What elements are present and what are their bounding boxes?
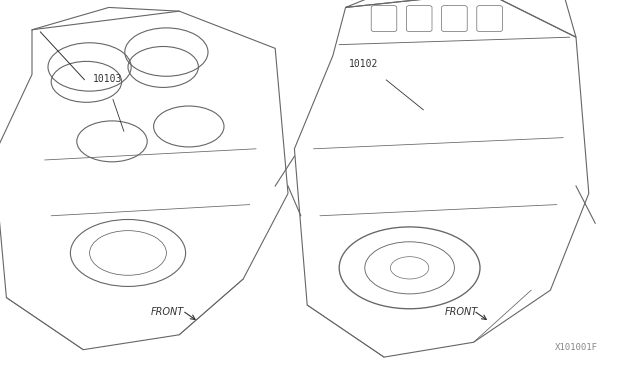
Text: FRONT: FRONT bbox=[150, 307, 184, 317]
Text: X101001F: X101001F bbox=[556, 343, 598, 352]
Text: FRONT: FRONT bbox=[445, 307, 478, 317]
Text: 10103: 10103 bbox=[93, 74, 122, 84]
Text: 10102: 10102 bbox=[349, 59, 378, 69]
